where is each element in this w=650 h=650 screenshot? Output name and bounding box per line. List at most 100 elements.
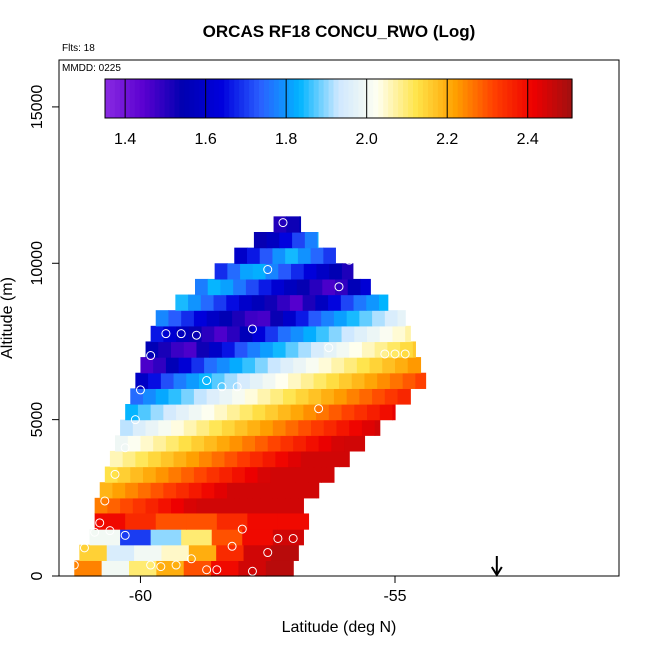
flight-point bbox=[247, 566, 257, 576]
heatmap-cell bbox=[196, 341, 210, 358]
flight-point bbox=[354, 255, 364, 265]
heatmap-cell bbox=[135, 450, 149, 468]
flight-point bbox=[202, 376, 212, 386]
colorbar-swatch bbox=[154, 79, 161, 118]
flight-point bbox=[146, 351, 156, 361]
y-axis-label: Altitude (m) bbox=[0, 277, 16, 359]
y-tick-label: 15000 bbox=[29, 85, 46, 130]
heatmap-cell bbox=[323, 419, 338, 436]
heatmap-cell bbox=[266, 232, 280, 249]
heatmap-cell bbox=[143, 466, 157, 483]
heatmap-cell bbox=[171, 341, 185, 358]
heatmap-cell bbox=[341, 263, 354, 280]
heatmap-cell bbox=[249, 450, 264, 468]
heatmap-cell bbox=[321, 310, 335, 327]
heatmap-cell bbox=[374, 419, 381, 436]
heatmap-cell bbox=[186, 372, 200, 389]
heatmap-cell bbox=[120, 497, 134, 515]
colorbar-swatch bbox=[119, 79, 126, 118]
heatmap-cell bbox=[181, 529, 213, 546]
heatmap-cell bbox=[303, 404, 317, 421]
heatmap-cell bbox=[252, 263, 267, 280]
colorbar-swatch bbox=[383, 79, 389, 118]
flight-point bbox=[69, 560, 79, 570]
colorbar-swatch bbox=[273, 79, 280, 118]
colorbar-swatch bbox=[224, 79, 230, 118]
y-tick-label: 5000 bbox=[29, 402, 46, 438]
flight-point bbox=[237, 524, 247, 534]
heatmap-cell bbox=[130, 466, 144, 483]
heatmap-cell bbox=[176, 482, 190, 499]
heatmap-cell bbox=[199, 450, 213, 468]
colorbar-swatch bbox=[114, 79, 121, 118]
heatmap-cell bbox=[244, 310, 259, 327]
heatmap-cell bbox=[293, 357, 307, 374]
heatmap-cell bbox=[227, 325, 241, 343]
flight-point bbox=[212, 565, 222, 575]
heatmap-cell bbox=[158, 497, 172, 515]
heatmap-cell bbox=[247, 497, 261, 515]
colorbar-swatch bbox=[403, 79, 409, 118]
heatmap-cell bbox=[216, 513, 248, 530]
colorbar-swatch bbox=[467, 79, 474, 118]
colorbar-swatch bbox=[527, 79, 533, 118]
colorbar-swatch bbox=[502, 79, 509, 118]
heatmap-cell bbox=[288, 372, 302, 389]
colorbar-swatch bbox=[492, 79, 499, 118]
flight-point bbox=[334, 282, 344, 292]
colorbar-swatch bbox=[388, 79, 394, 118]
heatmap-cell bbox=[232, 388, 246, 405]
colorbar-swatch bbox=[174, 79, 181, 118]
heatmap-cell bbox=[239, 404, 254, 421]
heatmap-cell bbox=[359, 310, 373, 327]
heatmap-cell bbox=[267, 435, 282, 452]
heatmap-cell bbox=[237, 372, 251, 389]
heatmap-cell bbox=[206, 466, 220, 483]
heatmap-cell bbox=[331, 435, 345, 452]
heatmap-cell bbox=[163, 482, 177, 499]
flight-point bbox=[95, 518, 105, 528]
heatmap-cell bbox=[161, 544, 190, 561]
colorbar-swatch bbox=[134, 79, 141, 118]
heatmap-cells bbox=[74, 216, 427, 577]
flight-point bbox=[227, 541, 237, 551]
heatmap-cell bbox=[143, 388, 157, 405]
heatmap-cell bbox=[249, 372, 264, 389]
colorbar-swatch bbox=[542, 79, 548, 118]
heatmap-cell bbox=[150, 404, 164, 421]
heatmap-cell bbox=[213, 294, 227, 311]
colorbar-swatch bbox=[184, 79, 191, 118]
colorbar-swatch bbox=[169, 79, 176, 118]
heatmap-cell bbox=[311, 419, 325, 436]
heatmap-cell bbox=[130, 388, 144, 405]
chart-title: ORCAS RF18 CONCU_RWO (Log) bbox=[203, 22, 476, 41]
colorbar-swatch bbox=[368, 79, 374, 118]
heatmap-cell bbox=[328, 294, 342, 311]
heatmap-cell bbox=[145, 497, 159, 515]
heatmap-cell bbox=[209, 497, 223, 515]
heatmap-cell bbox=[145, 341, 159, 358]
colorbar-swatch bbox=[477, 79, 484, 118]
heatmap-cell bbox=[341, 404, 355, 421]
colorbar-swatch bbox=[522, 79, 528, 118]
flight-point bbox=[79, 543, 89, 553]
heatmap-cell bbox=[349, 419, 363, 436]
heatmap-cell bbox=[265, 482, 279, 499]
plot-frame bbox=[58, 59, 620, 577]
heatmap-cell bbox=[247, 247, 261, 264]
colorbar-swatch bbox=[105, 79, 111, 118]
heatmap-cell bbox=[226, 294, 240, 311]
heatmap-cell bbox=[349, 341, 363, 358]
heatmap-cell bbox=[346, 388, 360, 405]
heatmap-cell bbox=[219, 388, 233, 405]
colorbar-swatch bbox=[129, 79, 136, 118]
heatmap-cell bbox=[278, 263, 292, 280]
colorbar-swatch bbox=[189, 79, 196, 118]
heatmap-cell bbox=[354, 404, 368, 421]
heatmap-cell bbox=[361, 341, 376, 358]
heatmap-cell bbox=[364, 372, 378, 389]
heatmap-cell bbox=[303, 263, 318, 280]
heatmap-cell bbox=[317, 232, 319, 249]
colorbar-swatch bbox=[219, 79, 225, 118]
heatmap-cell bbox=[400, 341, 414, 358]
